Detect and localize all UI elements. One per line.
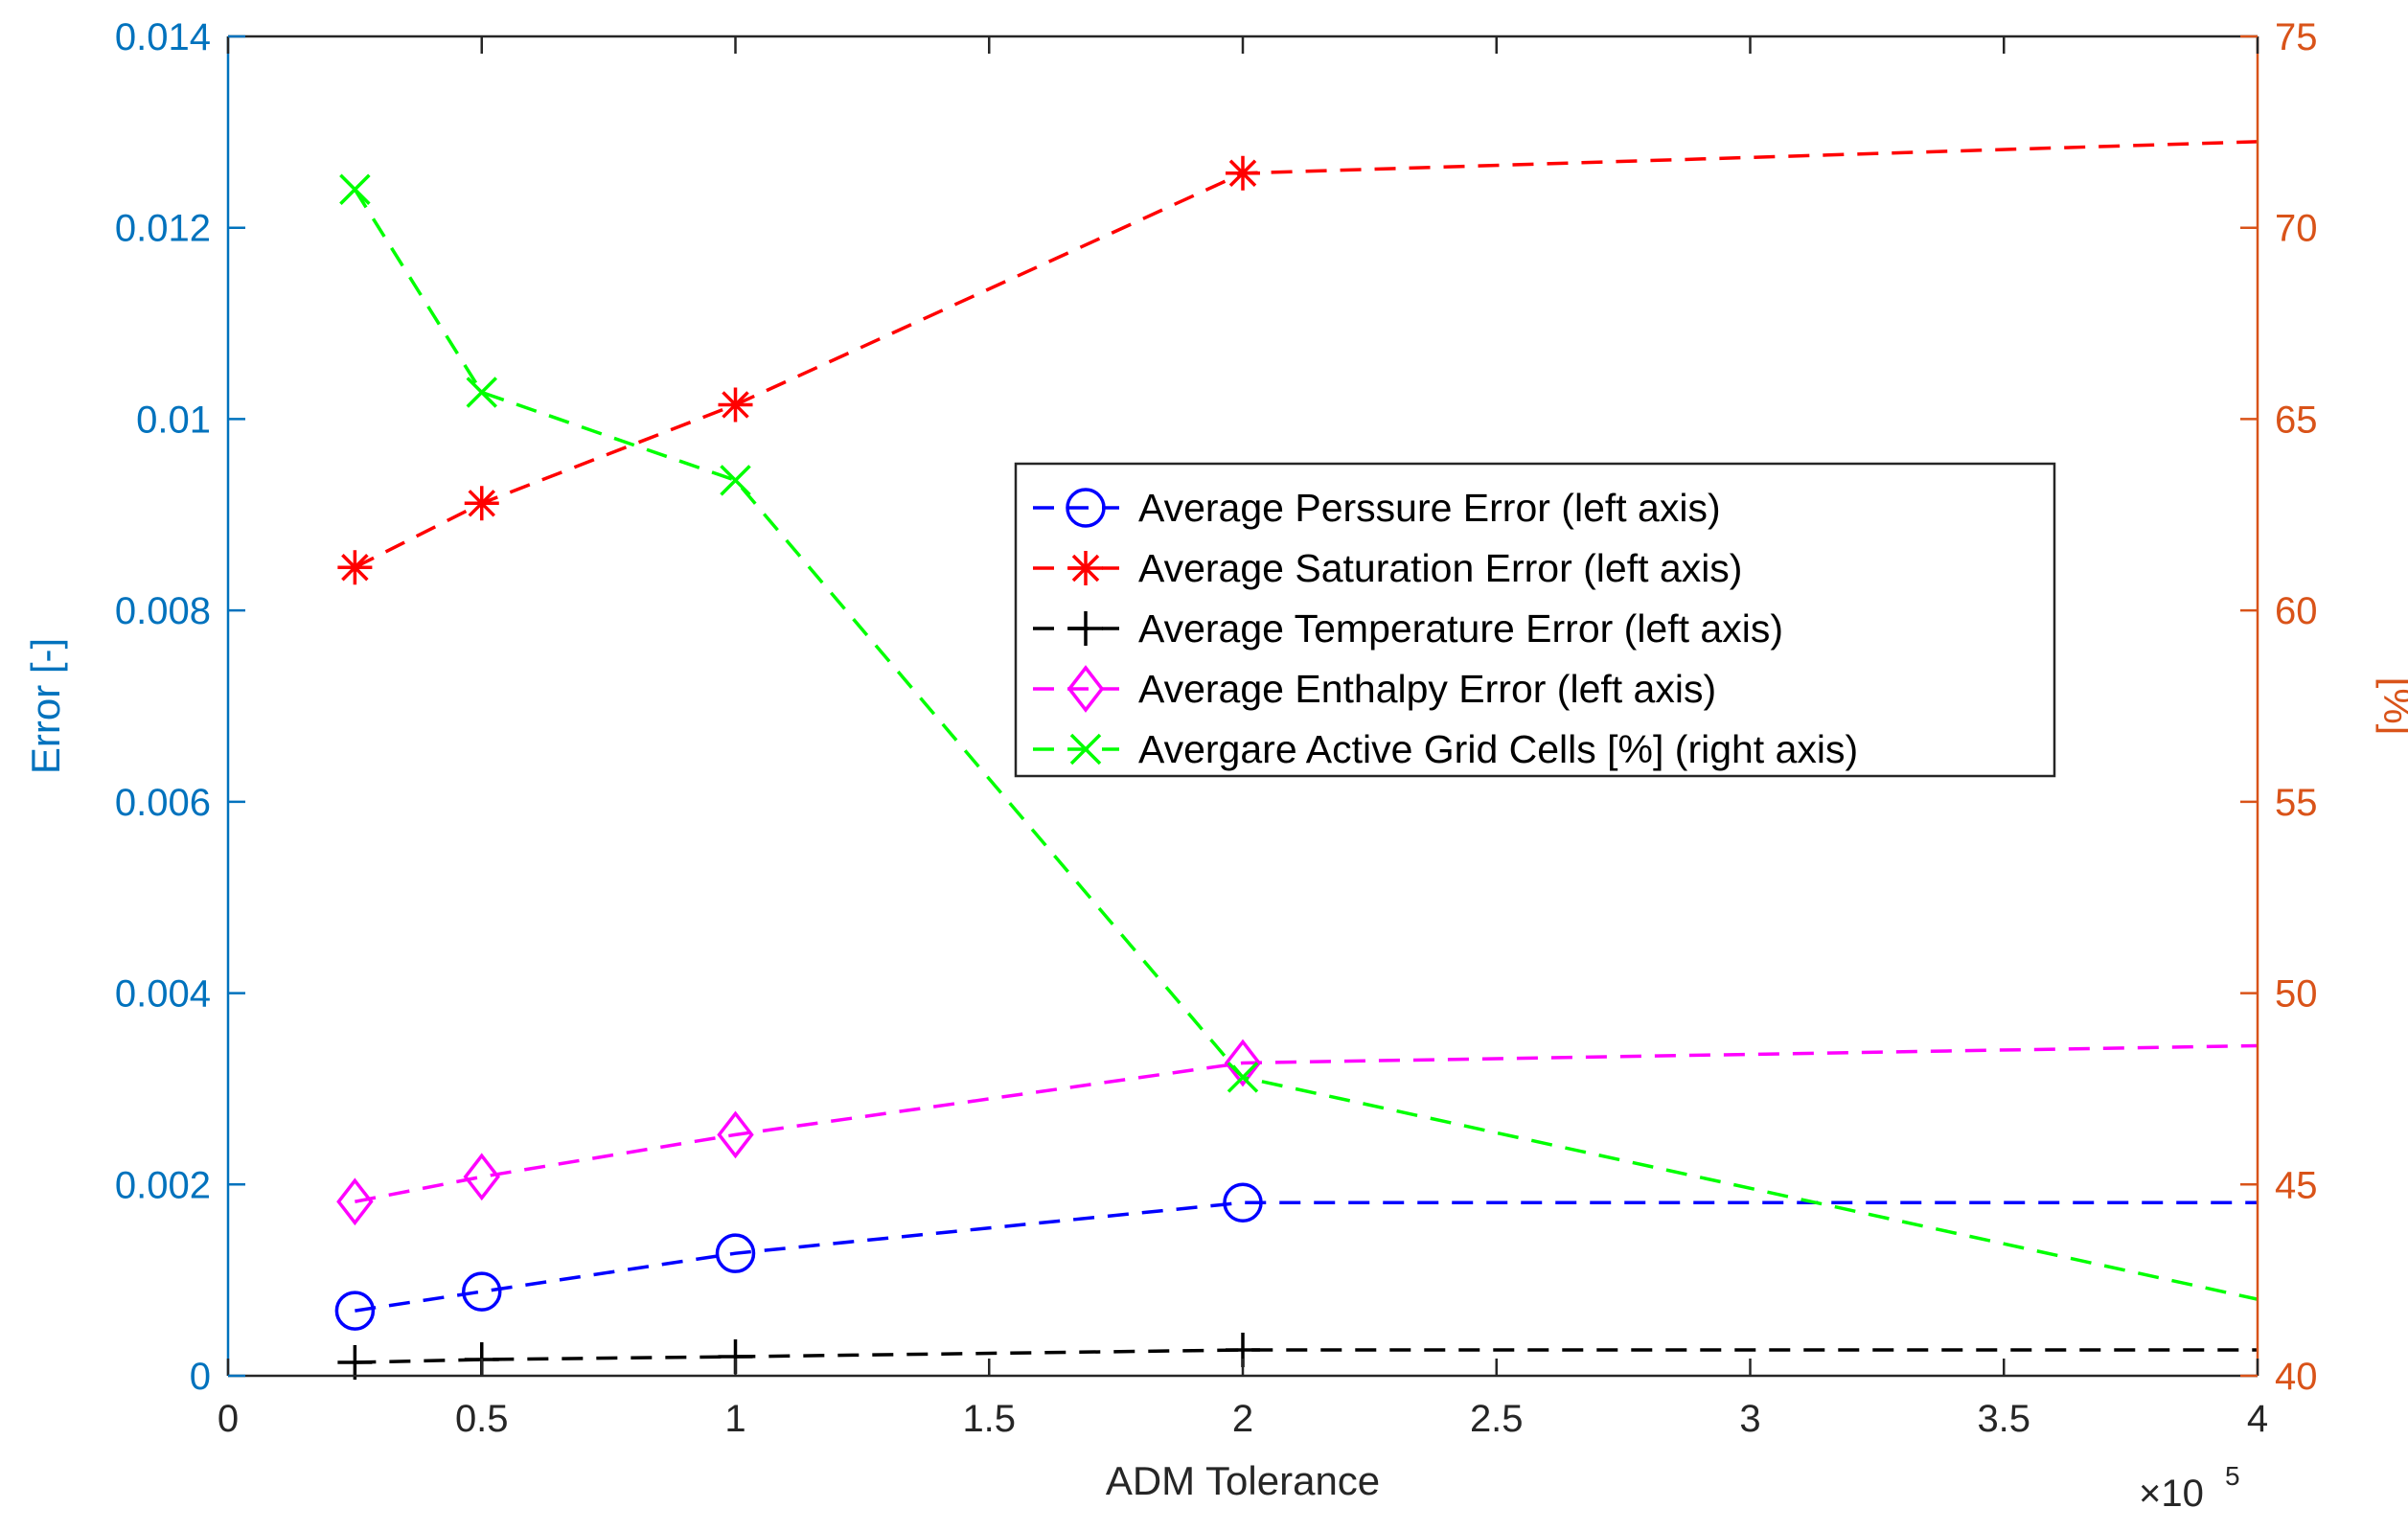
y-left-tick-label: 0.012 [115,208,211,250]
legend-item: Average Temperature Error (left axis) [1033,606,1783,651]
y-right-tick-label: 65 [2275,399,2318,441]
series-marker [715,1233,756,1273]
series-marker [462,1271,502,1312]
series-line [355,1200,2258,1313]
x-axis-label: ADM Tolerance [1106,1458,1380,1503]
legend-marker [1066,488,1106,528]
series-marker [1227,1062,1259,1093]
x-tick-label: 3.5 [1977,1398,2030,1440]
series-3 [336,1039,2259,1226]
legend-marker [1068,611,1103,646]
series-marker [339,173,371,206]
y-right-tick-label: 40 [2275,1356,2318,1398]
series-marker [1224,1039,1262,1087]
legend-box [1014,462,2056,778]
y-left-tick-label: 0.008 [115,590,211,632]
series-marker [720,465,751,496]
legend: Average Perssure Error (left axis) Averag… [1014,462,2056,778]
legend-label: Average Saturation Error (left axis) [1138,546,1742,590]
y-right-tick-label: 45 [2275,1164,2318,1206]
y-left-tick-label: 0 [190,1356,211,1398]
y-left-tick-label: 0.002 [115,1164,211,1206]
y-axis-right-label: [%] [2375,677,2408,736]
legend-label: Avergare Active Grid Cells [%] (right ax… [1138,727,1858,771]
x-tick-label: 0.5 [455,1398,509,1440]
y-left-tick-label: 0.004 [115,973,211,1016]
legend-item: Average Enthalpy Error (left axis) [1033,665,1716,713]
y-axis-left-label: Error [-] [23,638,68,774]
series-0 [334,1182,2258,1331]
x-tick-label: 2.5 [1470,1398,1524,1440]
y-left-tick-label: 0.01 [136,399,211,441]
legend-item: Avergare Active Grid Cells [%] (right ax… [1033,727,1858,771]
y-right-tick-label: 60 [2275,590,2318,632]
y-right-tick-label: 70 [2275,208,2318,250]
series-marker [463,1153,500,1201]
legend-label: Average Perssure Error (left axis) [1138,486,1721,530]
legend-label: Average Temperature Error (left axis) [1138,606,1783,651]
series-marker [336,1177,374,1226]
legend-items: Average Perssure Error (left axis) Averag… [1033,486,1858,771]
legend-marker [1069,733,1102,766]
x-axis-multiplier: ×10 [2139,1473,2204,1515]
x-tick-label: 2 [1232,1398,1253,1440]
x-axis-multiplier-exponent: 5 [2225,1461,2240,1491]
series-layer [334,140,2259,1381]
x-tick-label: 4 [2247,1398,2268,1440]
series-marker [717,1110,754,1159]
y-right-tick-label: 50 [2275,973,2318,1016]
series-line [355,1043,2259,1203]
y-left-tick-label: 0.006 [115,782,211,824]
series-line [353,188,2259,1301]
legend-label: Average Enthalpy Error (left axis) [1138,667,1716,711]
axes-layer: 0 0.5 1 1.5 2 2.5 3 3.5 400.0020.0040.0060.0080.… [115,16,2318,1440]
series-marker [337,550,373,585]
series-marker [464,486,499,521]
y-right-tick-label: 75 [2275,16,2318,58]
x-tick-label: 1 [724,1398,745,1440]
series-marker [466,377,497,408]
x-tick-label: 3 [1739,1398,1760,1440]
legend-marker [1068,551,1103,585]
x-tick-label: 1.5 [962,1398,1016,1440]
series-marker [1226,155,1260,191]
series-marker [718,387,753,423]
x-tick-label: 0 [218,1398,239,1440]
series-4 [339,173,2259,1301]
series-marker [334,1291,376,1331]
series-marker [1223,1182,1263,1223]
y-right-tick-label: 55 [2275,782,2318,824]
y-left-tick-label: 0.014 [115,16,211,58]
legend-marker [1066,665,1105,713]
legend-item: Average Perssure Error (left axis) [1033,486,1721,530]
series-1 [337,140,2259,585]
legend-item: Average Saturation Error (left axis) [1033,546,1742,590]
series-marker [337,1345,373,1381]
